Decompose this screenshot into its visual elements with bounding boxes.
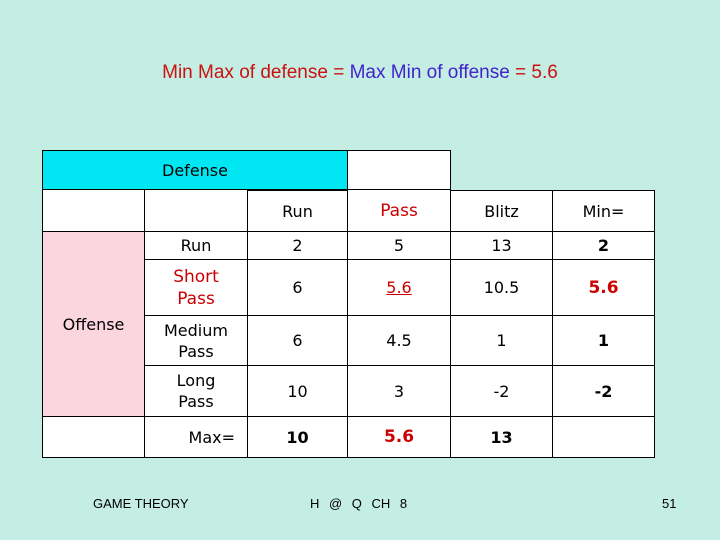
blank-header-cell <box>348 150 451 190</box>
row-label-header-cell <box>145 190 248 232</box>
row-label-run: Run <box>145 232 248 260</box>
row-label-medium-pass: Medium Pass <box>145 316 248 366</box>
corner-cell <box>42 190 145 232</box>
footer-center: H @ Q CH 8 <box>310 496 408 511</box>
cell-short-pass-min: 5.6 <box>553 260 655 316</box>
cell-short-pass-pass: 5.6 <box>348 260 451 316</box>
cell-run-pass: 5 <box>348 232 451 260</box>
cell-medium-pass-pass: 4.5 <box>348 316 451 366</box>
cell-long-pass-run: 10 <box>248 366 348 417</box>
col-header-min: Min= <box>553 190 655 232</box>
footer-left: GAME THEORY <box>93 496 189 511</box>
cell-medium-pass-run: 6 <box>248 316 348 366</box>
max-corner-cell <box>42 417 145 458</box>
cell-short-pass-blitz: 10.5 <box>451 260 553 316</box>
cell-run-min: 2 <box>553 232 655 260</box>
cell-short-pass-run: 6 <box>248 260 348 316</box>
cell-long-pass-pass: 3 <box>348 366 451 417</box>
title-part-max-min: Max Min of offense <box>349 62 510 83</box>
row-label-long-pass: Long Pass <box>145 366 248 417</box>
max-label: Max= <box>145 417 248 458</box>
max-pass: 5.6 <box>348 417 451 458</box>
col-header-run: Run <box>248 190 348 232</box>
max-min-blank <box>553 417 655 458</box>
page-number: 51 <box>662 496 677 511</box>
defense-header: Defense <box>42 150 348 190</box>
slide-title: Min Max of defense = Max Min of offense … <box>0 62 720 84</box>
cell-medium-pass-blitz: 1 <box>451 316 553 366</box>
col-header-pass: Pass <box>348 190 451 232</box>
cell-long-pass-min: -2 <box>553 366 655 417</box>
max-run: 10 <box>248 417 348 458</box>
row-label-short-pass: Short Pass <box>145 260 248 316</box>
cell-medium-pass-min: 1 <box>553 316 655 366</box>
col-header-blitz: Blitz <box>451 190 553 232</box>
cell-run-blitz: 13 <box>451 232 553 260</box>
title-part-value: = 5.6 <box>509 62 558 83</box>
max-blitz: 13 <box>451 417 553 458</box>
offense-label: Offense <box>42 232 145 417</box>
cell-long-pass-blitz: -2 <box>451 366 553 417</box>
cell-run-run: 2 <box>248 232 348 260</box>
title-part-min-max: Min Max of defense = <box>162 62 350 83</box>
